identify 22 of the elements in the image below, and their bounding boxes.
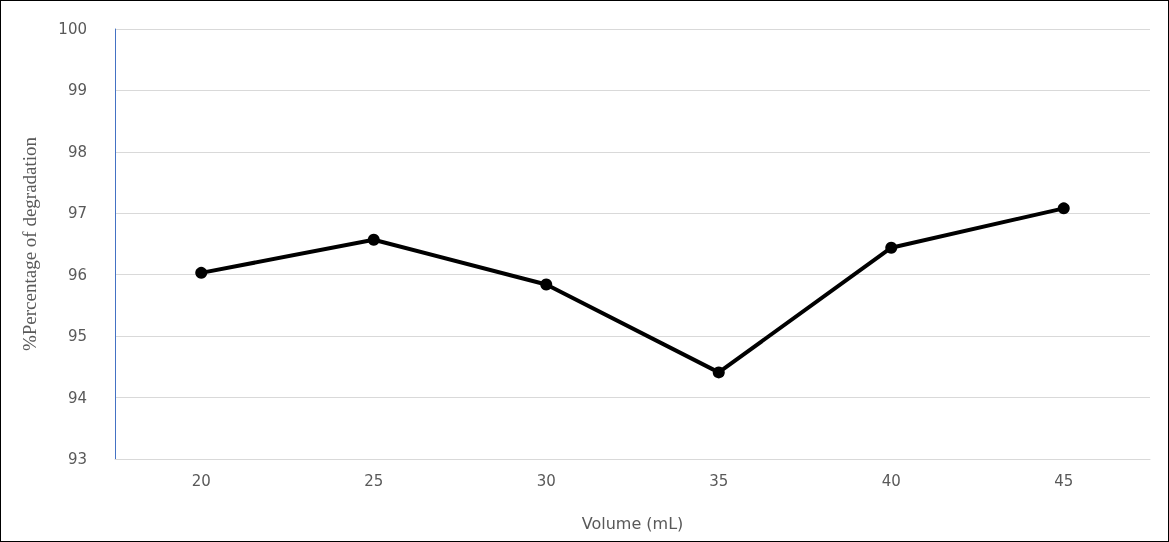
- y-tick-label: 94: [67, 388, 87, 407]
- y-tick-label: 93: [67, 450, 87, 468]
- x-tick-label: 35: [709, 471, 729, 490]
- x-axis-title: Volume (mL): [581, 513, 684, 533]
- x-tick-label: 30: [536, 471, 556, 490]
- y-tick-label: 99: [67, 81, 87, 100]
- y-axis-title: %Percentage of degradation: [19, 136, 40, 352]
- x-tick-label: 45: [1054, 471, 1074, 490]
- y-tick-label: 95: [67, 327, 87, 346]
- x-tick-label: 40: [881, 471, 901, 490]
- point: [885, 241, 898, 254]
- y-tick-label: 96: [67, 265, 87, 284]
- y-tick-label: 100: [58, 20, 87, 38]
- point: [540, 278, 553, 291]
- x-tick-label: 25: [364, 471, 384, 490]
- point: [195, 266, 208, 279]
- y-tick-label: 97: [67, 204, 87, 223]
- x-tick-label: 20: [191, 471, 211, 490]
- point: [1057, 202, 1070, 215]
- point: [367, 233, 380, 246]
- point: [712, 366, 725, 379]
- y-tick-label: 98: [67, 142, 87, 161]
